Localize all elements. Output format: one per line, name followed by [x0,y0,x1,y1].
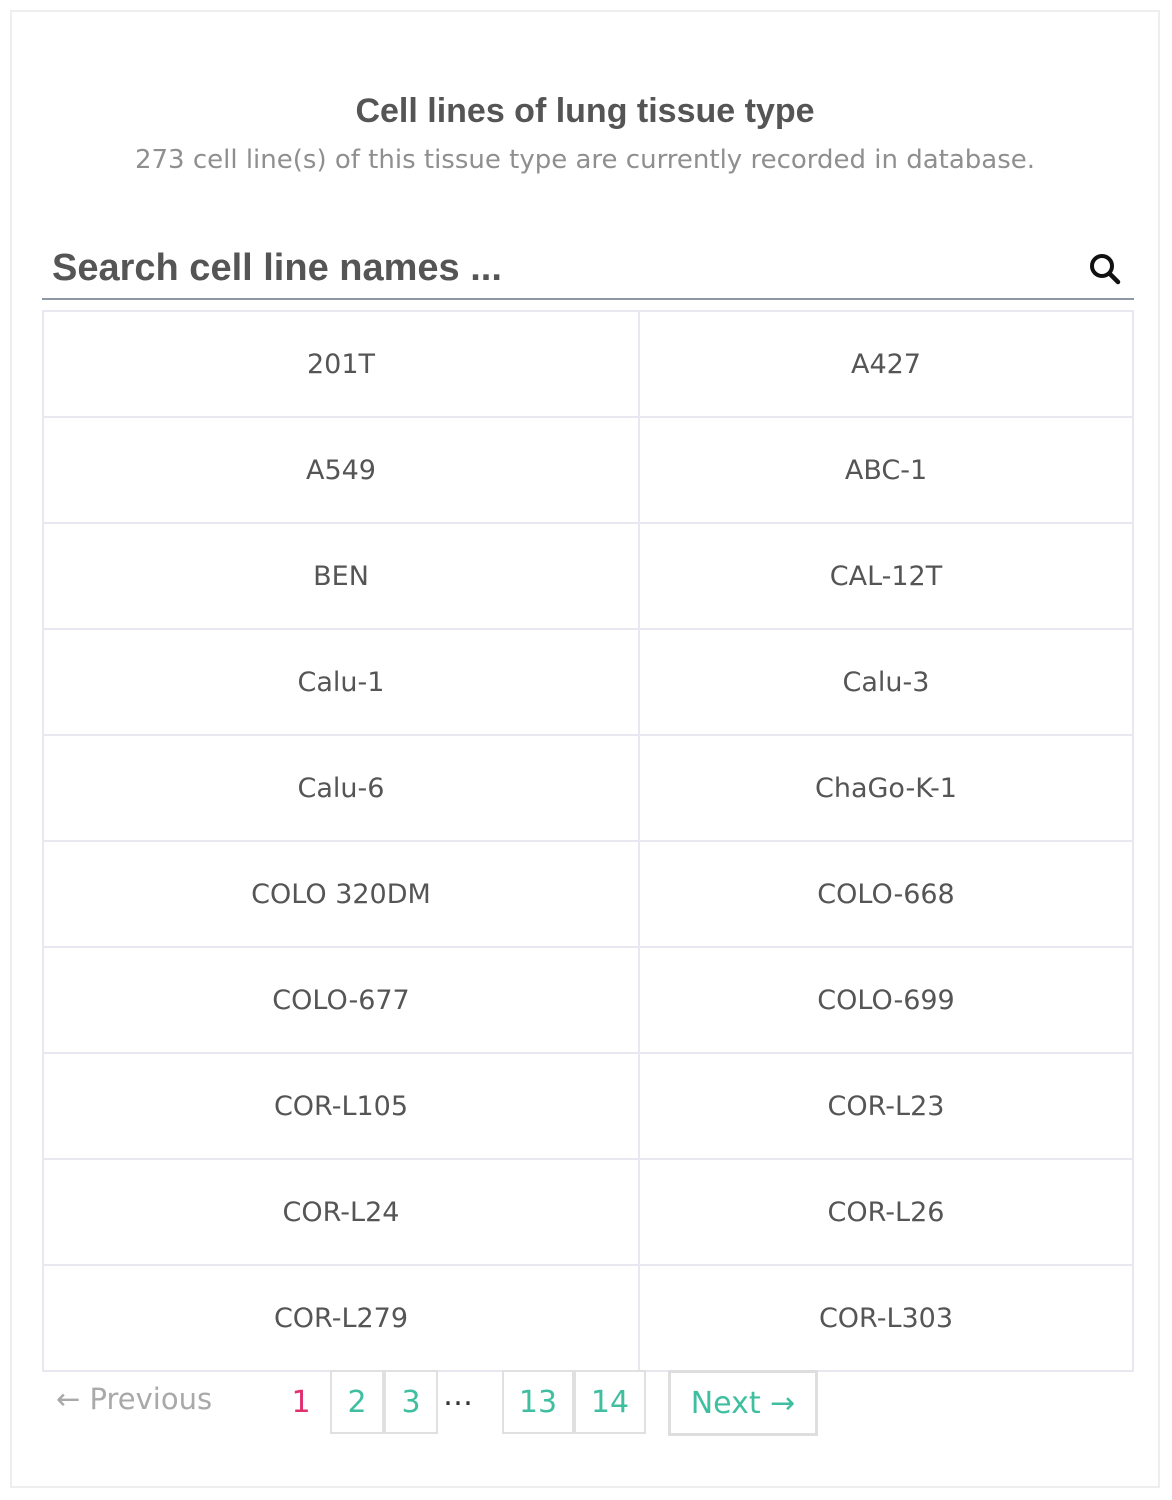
cell-line-link[interactable]: COR-L24 [44,1160,640,1264]
search-input[interactable] [52,240,1052,296]
table-row: BEN CAL-12T [44,524,1132,630]
page-2-link[interactable]: 2 [330,1370,384,1434]
cell-line-link[interactable]: ABC-1 [844,454,928,486]
cell-line-link[interactable]: COLO-668 [817,878,955,910]
table-row: Calu-1 Calu-3 [44,630,1132,736]
page-title: Cell lines of lung tissue type [355,92,815,130]
page-14-link[interactable]: 14 [574,1370,646,1434]
page-13-link[interactable]: 13 [502,1370,574,1434]
pagination-ellipsis: … [443,1378,473,1413]
table-row: COR-L105 COR-L23 [44,1054,1132,1160]
pagination: ← Previous 1 2 3 … 13 14 Next → [0,1370,1172,1450]
cell-line-link[interactable]: COR-L26 [827,1196,945,1228]
table-row: COLO-677 COLO-699 [44,948,1132,1054]
cell-line-link[interactable]: 201T [44,312,640,416]
cell-line-link[interactable]: BEN [44,524,640,628]
cell-line-link[interactable]: COLO-677 [44,948,640,1052]
table-row: Calu-6 ChaGo-K-1 [44,736,1132,842]
cell-line-link[interactable]: COLO 320DM [44,842,640,946]
cell-line-table: 201T A427 A549 ABC-1 BEN CAL-12T Calu-1 … [42,310,1134,1372]
table-row: COR-L279 COR-L303 [44,1266,1132,1370]
search-bar [42,240,1134,300]
cell-line-link[interactable]: COR-L303 [818,1302,954,1334]
cell-line-link[interactable]: COR-L279 [44,1266,640,1370]
page-subtitle: 273 cell line(s) of this tissue type are… [134,145,1036,175]
table-row: COLO 320DM COLO-668 [44,842,1132,948]
cell-line-link[interactable]: CAL-12T [829,560,943,592]
table-row: 201T A427 [44,312,1132,418]
table-row: A549 ABC-1 [44,418,1132,524]
cell-line-link[interactable]: COR-L23 [827,1090,945,1122]
cell-line-link[interactable]: COR-L105 [44,1054,640,1158]
cell-line-link[interactable]: Calu-3 [842,666,930,698]
cell-line-link[interactable]: Calu-6 [44,736,640,840]
page-1-current: 1 [291,1384,311,1420]
cell-line-link[interactable]: COLO-699 [817,984,955,1016]
cell-line-link[interactable]: A427 [850,348,921,380]
next-page-button[interactable]: Next → [668,1370,818,1436]
cell-line-link[interactable]: ChaGo-K-1 [815,772,957,804]
cell-lines-panel: Cell lines of lung tissue type 273 cell … [10,10,1160,1488]
page-3-link[interactable]: 3 [384,1370,438,1434]
cell-line-link[interactable]: A549 [44,418,640,522]
previous-page-button: ← Previous [56,1382,213,1416]
table-row: COR-L24 COR-L26 [44,1160,1132,1266]
cell-line-link[interactable]: Calu-1 [44,630,640,734]
search-icon[interactable] [1088,252,1122,286]
